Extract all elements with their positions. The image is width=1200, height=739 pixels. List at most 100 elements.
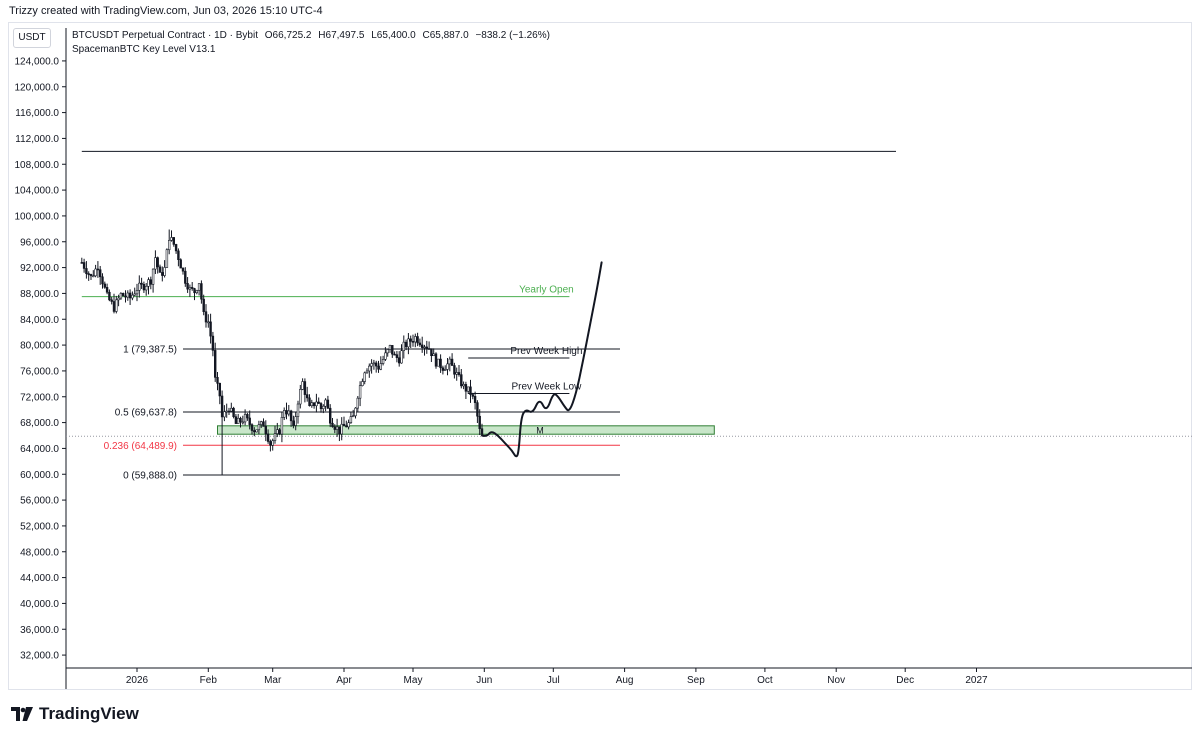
fib-level-label: 1 (79,387.5) [123, 345, 177, 356]
candle [269, 441, 272, 446]
candle [476, 402, 479, 417]
candle [326, 399, 330, 409]
candle [80, 262, 84, 264]
candle [289, 410, 293, 422]
candle [253, 430, 256, 433]
y-tick-label: 112,000.0 [15, 134, 59, 145]
candle [158, 266, 162, 273]
candle [416, 336, 419, 344]
y-tick-label: 120,000.0 [15, 82, 60, 93]
candle [184, 270, 187, 284]
candle [466, 386, 470, 392]
candle [430, 348, 433, 357]
y-tick-label: 36,000.0 [20, 625, 59, 636]
x-tick-label: Dec [896, 675, 914, 686]
candle [354, 407, 357, 417]
projection-path[interactable] [481, 261, 603, 458]
candle [273, 433, 277, 441]
x-tick-label: Sep [687, 675, 705, 686]
low-value: L65,400.0 [371, 30, 416, 41]
x-tick-label: Aug [616, 675, 634, 686]
open-value: O66,725.2 [264, 30, 312, 41]
candle [266, 433, 270, 442]
x-tick-label: Jun [476, 675, 492, 686]
candle [393, 353, 396, 356]
brand-name: TradingView [39, 704, 139, 723]
fib-level-label: 0.236 (64,489.9) [104, 441, 177, 452]
fib-level-label: 0.5 (69,637.8) [115, 408, 177, 419]
candle [420, 344, 424, 348]
level-label: Prev Week Low [511, 382, 582, 393]
candle [85, 268, 88, 274]
candle [377, 365, 380, 370]
candle [386, 349, 389, 354]
candle [151, 268, 155, 285]
candle [342, 423, 346, 427]
candle [87, 273, 90, 275]
candle [446, 363, 449, 370]
candle [305, 394, 309, 399]
candle [156, 257, 159, 268]
indicator-label[interactable]: SpacemanBTC Key Level V13.1 [72, 44, 216, 55]
candle [218, 382, 221, 397]
candle [191, 287, 194, 289]
candle [432, 353, 435, 357]
candle [374, 362, 378, 367]
candle [292, 420, 295, 426]
candle [246, 414, 249, 419]
candle [301, 381, 304, 390]
candle [400, 350, 403, 364]
x-tick-label: 2027 [965, 675, 988, 686]
candle [131, 294, 134, 299]
candle [395, 354, 399, 359]
candle [138, 282, 141, 291]
candle [89, 274, 93, 277]
close-value: C65,887.0 [422, 30, 469, 41]
yearly-open-label: Yearly Open [519, 285, 574, 296]
candle [262, 421, 265, 427]
tradingview-logo-icon [11, 707, 33, 721]
candle [128, 292, 132, 299]
candle [372, 362, 376, 365]
zone-label: M [536, 426, 544, 436]
candle [322, 405, 325, 410]
candle [179, 259, 182, 269]
candle [402, 341, 405, 351]
chart-frame [8, 22, 1192, 690]
candle [478, 415, 481, 430]
candle [188, 287, 192, 290]
candle [285, 410, 288, 415]
candle [163, 267, 166, 276]
y-tick-label: 52,000.0 [20, 521, 59, 532]
candle [473, 396, 477, 403]
candle [204, 311, 208, 323]
candle [264, 426, 267, 435]
candle [117, 297, 120, 301]
symbol-legend-row[interactable]: BTCUSDT Perpetual Contract · 1D · Bybit … [72, 29, 550, 43]
candle [441, 367, 445, 371]
candle [423, 346, 426, 349]
y-tick-label: 92,000.0 [20, 263, 59, 274]
candle [237, 417, 240, 424]
candle [312, 402, 316, 407]
x-tick-label: Apr [336, 675, 352, 686]
x-tick-label: Nov [827, 675, 845, 686]
candle [411, 341, 415, 343]
candle [407, 338, 410, 348]
candle [234, 416, 238, 424]
candle [335, 426, 339, 430]
chart-caption: Trizzy created with TradingView.com, Jun… [9, 5, 323, 17]
candle [324, 399, 327, 407]
candle [227, 410, 231, 413]
x-tick-label: May [404, 675, 423, 686]
candle [384, 352, 387, 360]
currency-button[interactable]: USDT [13, 28, 51, 48]
brand[interactable]: TradingView [11, 704, 139, 724]
key-level-zone[interactable] [217, 425, 715, 435]
fib-level-label: 0 (59,888.0) [123, 470, 177, 481]
chart-legend: BTCUSDT Perpetual Contract · 1D · Bybit … [72, 29, 550, 57]
candle [200, 283, 203, 300]
y-tick-label: 108,000.0 [15, 160, 60, 171]
candle [209, 321, 212, 337]
